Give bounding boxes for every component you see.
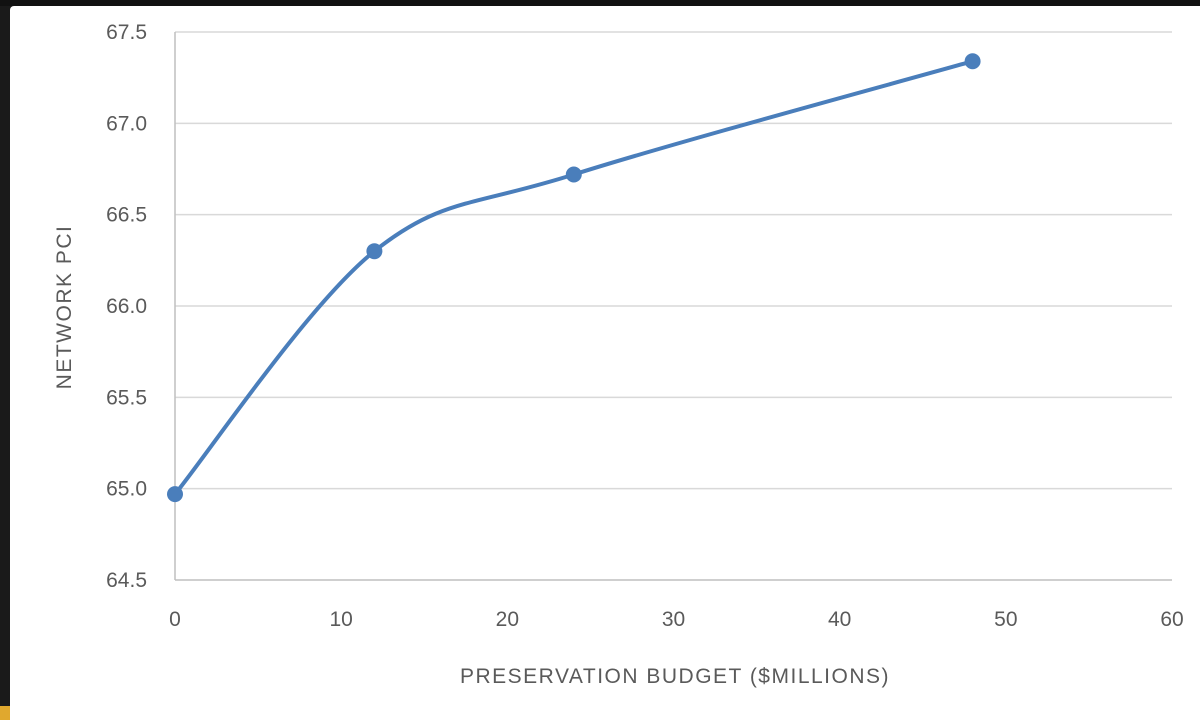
series-line <box>173 59 975 497</box>
data-point <box>366 243 383 260</box>
x-tick-labels: 0 10 20 30 40 50 60 <box>169 608 1184 631</box>
data-point <box>167 486 183 503</box>
data-point <box>565 166 582 183</box>
x-tick-label: 40 <box>828 608 851 631</box>
y-tick-label: 66.0 <box>106 295 147 318</box>
y-tick-label: 65.0 <box>106 478 147 501</box>
x-tick-label: 60 <box>1160 608 1183 631</box>
grid-lines <box>175 31 1172 490</box>
x-tick-label: 0 <box>169 608 181 631</box>
y-tick-label: 65.5 <box>106 386 147 409</box>
y-tick-label: 66.5 <box>106 204 147 227</box>
corner-accent <box>0 706 10 720</box>
top-banner-strip <box>0 0 1200 6</box>
x-axis-title: PRESERVATION BUDGET ($MILLIONS) <box>460 665 890 688</box>
x-tick-label: 30 <box>662 608 685 631</box>
series-layer <box>167 53 981 503</box>
data-point <box>964 53 981 70</box>
y-tick-label: 67.5 <box>106 21 147 44</box>
y-tick-label: 64.5 <box>106 569 147 592</box>
y-tick-labels: 64.5 65.0 65.5 66.0 66.5 67.0 67.5 <box>106 21 147 592</box>
y-axis-title: NETWORK PCI <box>53 225 76 390</box>
x-tick-label: 20 <box>496 608 519 631</box>
x-tick-label: 10 <box>329 608 352 631</box>
y-tick-label: 67.0 <box>106 112 147 135</box>
chart-panel <box>10 6 1200 720</box>
x-tick-label: 50 <box>994 608 1017 631</box>
